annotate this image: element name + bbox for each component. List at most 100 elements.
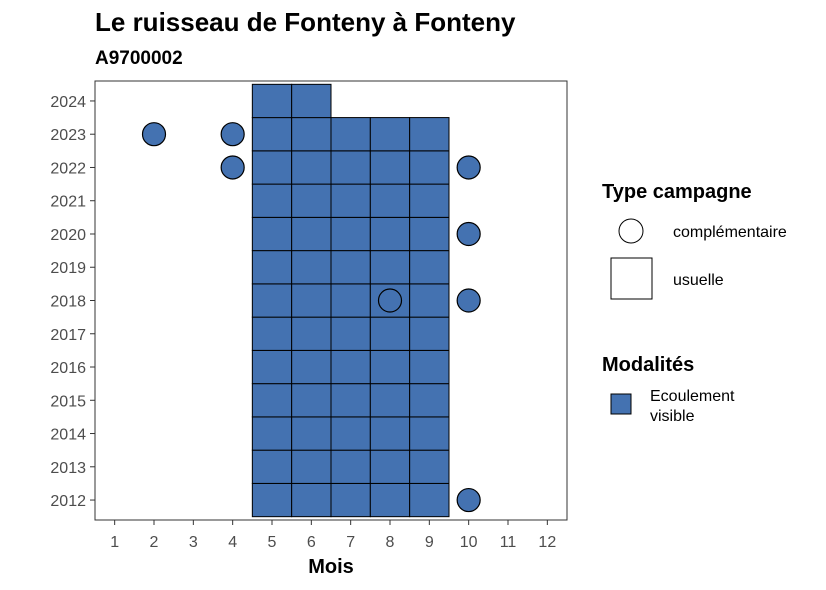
chart-subtitle: A9700002 (95, 48, 183, 69)
square-mark-6-2024 (291, 83, 332, 119)
square-mark-9-2022 (409, 150, 450, 185)
square-mark-9-2015 (409, 383, 450, 418)
square-mark-8-2017 (369, 316, 411, 351)
legend: Type campagne complémentaire usuelle Mod… (602, 181, 787, 425)
x-tick-label: 8 (386, 534, 395, 551)
circle-mark-4-2022 (220, 155, 245, 180)
square-mark-9-2023 (409, 117, 450, 152)
square-mark-6-2013 (291, 449, 332, 484)
square-mark-9-2017 (409, 316, 450, 351)
x-tick-label: 1 (110, 534, 119, 551)
square-mark-9-2018 (409, 283, 450, 318)
square-mark-6-2018 (291, 283, 332, 318)
square-mark-7-2022 (330, 150, 371, 185)
square-mark-7-2013 (330, 449, 371, 484)
y-tick-label: 2019 (50, 260, 86, 277)
square-mark-8-2016 (369, 349, 411, 385)
square-mark-8-2013 (369, 449, 411, 484)
square-mark-5-2020 (251, 216, 293, 252)
square-mark-7-2023 (330, 117, 371, 152)
legend-label-ecoulement-line2: visible (650, 408, 695, 425)
square-mark-5-2013 (251, 449, 293, 484)
square-mark-7-2014 (330, 416, 371, 451)
y-tick-label: 2014 (50, 427, 86, 444)
legend-label-complementaire: complémentaire (673, 224, 787, 241)
square-mark-6-2019 (291, 250, 332, 285)
square-mark-5-2019 (251, 250, 293, 285)
chart-title: Le ruisseau de Fonteny à Fonteny (95, 7, 516, 37)
x-tick-label: 5 (268, 534, 277, 551)
square-mark-7-2015 (330, 383, 371, 418)
square-mark-9-2020 (409, 216, 450, 252)
square-mark-7-2019 (330, 250, 371, 285)
square-mark-8-2015 (369, 383, 411, 418)
square-marks (251, 83, 450, 518)
square-mark-6-2015 (291, 383, 332, 418)
legend-type-title: Type campagne (602, 181, 752, 203)
y-tick-label: 2017 (50, 327, 86, 344)
square-mark-7-2021 (330, 183, 371, 218)
square-mark-5-2015 (251, 383, 293, 418)
x-axis-title: Mois (308, 556, 354, 578)
square-mark-8-2019 (369, 250, 411, 285)
y-tick-label: 2023 (50, 127, 86, 144)
y-tick-label: 2022 (50, 160, 86, 177)
square-mark-9-2014 (409, 416, 450, 451)
square-mark-8-2020 (369, 216, 411, 252)
square-mark-8-2021 (369, 183, 411, 218)
square-mark-5-2014 (251, 416, 293, 451)
circle-mark-10-2022 (456, 155, 481, 180)
square-mark-6-2017 (291, 316, 332, 351)
legend-circle-key (618, 218, 644, 244)
square-mark-8-2022 (369, 150, 411, 185)
circle-mark-4-2023 (220, 122, 245, 147)
y-tick-label: 2020 (50, 227, 86, 244)
square-mark-9-2016 (409, 349, 450, 385)
circle-mark-2-2023 (141, 122, 167, 147)
square-mark-6-2016 (291, 349, 332, 385)
square-mark-5-2022 (251, 150, 293, 185)
square-mark-7-2016 (330, 349, 371, 385)
square-mark-5-2016 (251, 349, 293, 385)
circle-marks (141, 122, 481, 513)
square-mark-5-2023 (251, 117, 293, 152)
square-mark-6-2014 (291, 416, 332, 451)
legend-modalite-key (610, 393, 632, 415)
square-mark-5-2021 (251, 183, 293, 218)
x-tick-label: 2 (150, 534, 159, 551)
legend-modalite-title: Modalités (602, 354, 694, 376)
y-tick-label: 2018 (50, 294, 86, 311)
legend-label-ecoulement-line1: Ecoulement (650, 388, 735, 405)
square-mark-7-2018 (330, 283, 371, 318)
x-tick-label: 9 (425, 534, 434, 551)
y-axis: 2012 2013 2014 2015 2016 2017 2018 2019 2020 2021… (50, 94, 95, 510)
x-tick-label: 3 (189, 534, 198, 551)
square-mark-5-2024 (251, 83, 293, 119)
square-mark-6-2023 (291, 117, 332, 152)
square-mark-9-2021 (409, 183, 450, 218)
x-tick-label: 4 (228, 534, 237, 551)
y-tick-label: 2013 (50, 460, 86, 477)
square-mark-7-2017 (330, 316, 371, 351)
y-tick-label: 2021 (50, 194, 86, 211)
square-mark-5-2017 (251, 316, 293, 351)
square-mark-7-2012 (330, 482, 371, 518)
square-mark-9-2012 (409, 482, 450, 518)
square-mark-5-2012 (251, 482, 293, 518)
y-tick-label: 2012 (50, 493, 86, 510)
square-mark-6-2012 (291, 482, 332, 518)
square-mark-8-2012 (369, 482, 411, 518)
x-tick-label: 12 (538, 534, 556, 551)
legend-square-key (610, 257, 653, 300)
square-mark-6-2020 (291, 216, 332, 252)
x-axis: 1 2 3 4 5 6 7 8 9 10 11 12 (110, 520, 556, 551)
x-tick-label: 11 (500, 534, 517, 551)
x-tick-label: 6 (307, 534, 316, 551)
y-tick-label: 2016 (50, 360, 86, 377)
x-tick-label: 7 (346, 534, 355, 551)
square-mark-9-2013 (409, 449, 450, 484)
square-mark-7-2020 (330, 216, 371, 252)
circle-mark-10-2018 (456, 288, 481, 313)
circle-mark-10-2020 (456, 221, 481, 247)
